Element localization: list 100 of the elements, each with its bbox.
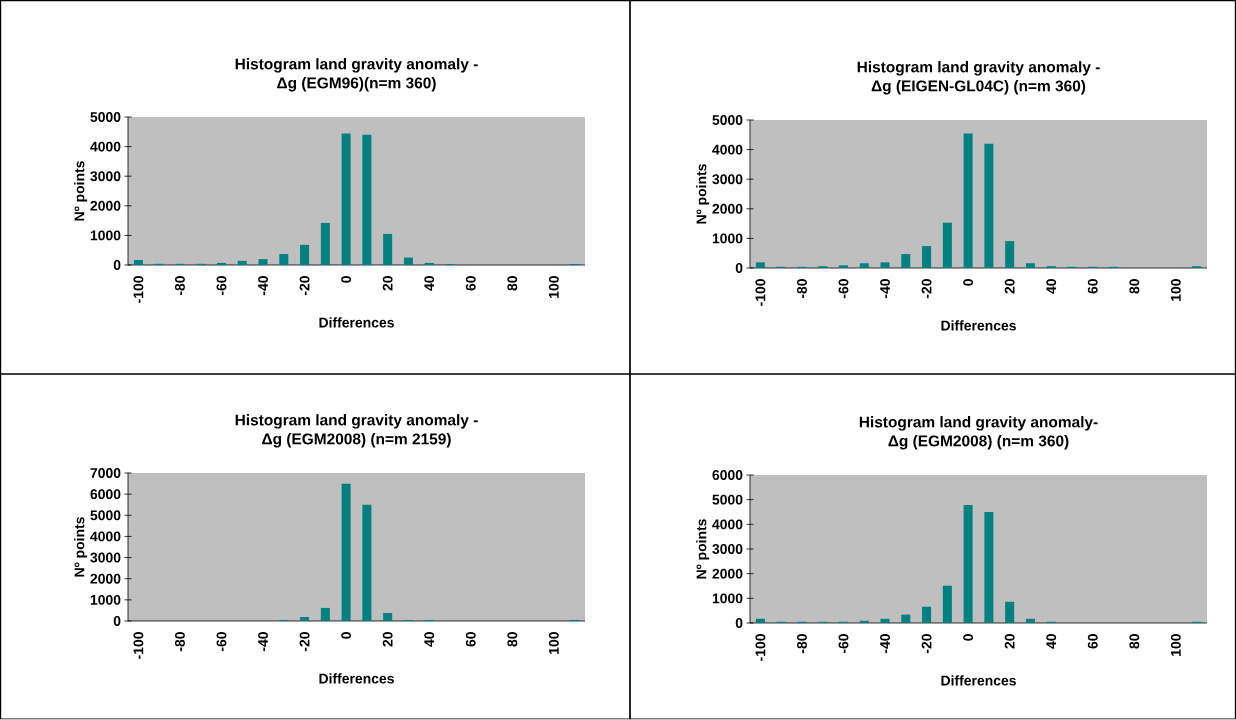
x-tick-label: -20 [299,632,310,652]
chart-title: Histogram land gravity anomaly- [859,416,1098,431]
y-tick-label: 6000 [90,489,121,500]
bar [859,620,869,624]
y-tick-label: 0 [735,618,743,629]
x-tick-label: -60 [216,276,227,296]
bar [383,613,393,622]
y-tick-label: 4000 [90,141,121,152]
bar [1025,619,1035,624]
bar [320,223,330,266]
chart-subtitle: Δg (EGM2008) (n=m 2159) [262,433,451,448]
bar [880,619,890,624]
y-tick-label: 3000 [90,552,121,563]
bar [984,512,994,624]
x-tick-label: 0 [963,279,974,286]
x-tick-label: 40 [424,632,435,648]
y-tick-label: 6000 [712,470,743,481]
y-tick-label: 3000 [712,174,743,185]
chart-subtitle: Δg (EIGEN-GL04C) (n=m 360) [871,80,1086,95]
x-axis-title: Differences [941,675,1016,686]
bar [1005,601,1015,624]
y-tick-label: 5000 [90,510,121,521]
x-tick-label: -20 [921,279,932,299]
bar [237,261,247,266]
x-tick-label: 20 [382,276,393,291]
bar [320,608,330,622]
bar [901,614,911,624]
x-tick-label: -60 [216,632,227,652]
x-tick-label: -100 [133,276,144,304]
chart-title: Histogram land gravity anomaly - [857,61,1100,76]
x-tick-label: 40 [1046,634,1057,650]
bar [424,263,434,266]
x-tick-label: -40 [880,634,890,654]
bar [838,265,848,269]
x-tick-label: -20 [921,634,932,654]
y-tick-label: 2000 [90,573,121,584]
bar [963,505,973,624]
y-tick-label: 2000 [712,568,743,579]
x-tick-label: 60 [465,276,476,291]
bar [362,134,372,266]
y-tick-label: 0 [113,616,121,627]
x-tick-label: -60 [838,634,849,654]
x-tick-label: -40 [258,632,268,652]
x-tick-label: -100 [755,634,766,662]
bar [901,254,911,269]
x-tick-label: 100 [1170,634,1181,657]
bar [279,254,289,266]
bar [942,585,952,624]
y-tick-label: 2000 [712,204,743,214]
y-axis-title: Nº points [696,519,710,579]
x-tick-label: 20 [1004,634,1015,649]
bar [755,262,765,269]
bar [216,263,226,266]
y-tick-label: 4000 [90,531,121,542]
x-tick-label: 0 [963,634,974,641]
x-tick-label: -20 [299,276,310,296]
x-tick-label: -60 [838,279,849,299]
y-axis-title: Nº points [74,517,88,577]
chart-subtitle: Δg (EGM96)(n=m 360) [277,77,436,92]
bar [341,133,351,266]
x-tick-label: -40 [258,276,268,296]
y-tick-label: 1000 [712,233,743,244]
chart-title: Histogram land gravity anomaly - [235,58,478,73]
bar [880,262,890,269]
x-axis-title: Differences [941,320,1016,331]
y-tick-label: 0 [113,260,121,271]
x-tick-label: 60 [465,632,476,647]
x-tick-label: 80 [507,276,518,291]
chart-subtitle: Δg (EGM2008) (n=m 360) [888,435,1069,450]
y-tick-label: 4000 [712,144,743,155]
x-tick-label: 80 [1129,634,1140,649]
bar [300,245,310,266]
x-tick-label: -80 [174,632,185,652]
y-tick-label: 5000 [712,494,743,505]
x-tick-label: 80 [507,632,518,647]
bar [859,263,869,269]
x-tick-label: 0 [341,632,352,639]
bar [1025,263,1035,269]
y-tick-label: 3000 [90,171,121,182]
y-tick-label: 1000 [712,593,743,604]
x-tick-label: -80 [174,276,185,296]
x-tick-label: 80 [1129,279,1140,294]
x-tick-label: 20 [382,632,393,647]
y-tick-label: 5000 [90,112,121,123]
bar [300,617,310,622]
bar [133,260,143,266]
x-tick-label: 0 [341,276,352,283]
bar [755,619,765,624]
x-axis-title: Differences [319,317,394,328]
y-tick-label: 1000 [90,595,121,605]
y-tick-label: 4000 [712,519,743,530]
x-tick-label: 40 [1046,279,1057,295]
bar [1005,241,1015,269]
bar [942,222,952,269]
y-axis-title: Nº points [696,164,710,224]
x-tick-label: 100 [1170,279,1181,302]
y-tick-label: 3000 [712,544,743,555]
x-tick-label: -100 [755,279,766,307]
x-tick-label: 100 [548,632,559,655]
bar [383,234,393,266]
